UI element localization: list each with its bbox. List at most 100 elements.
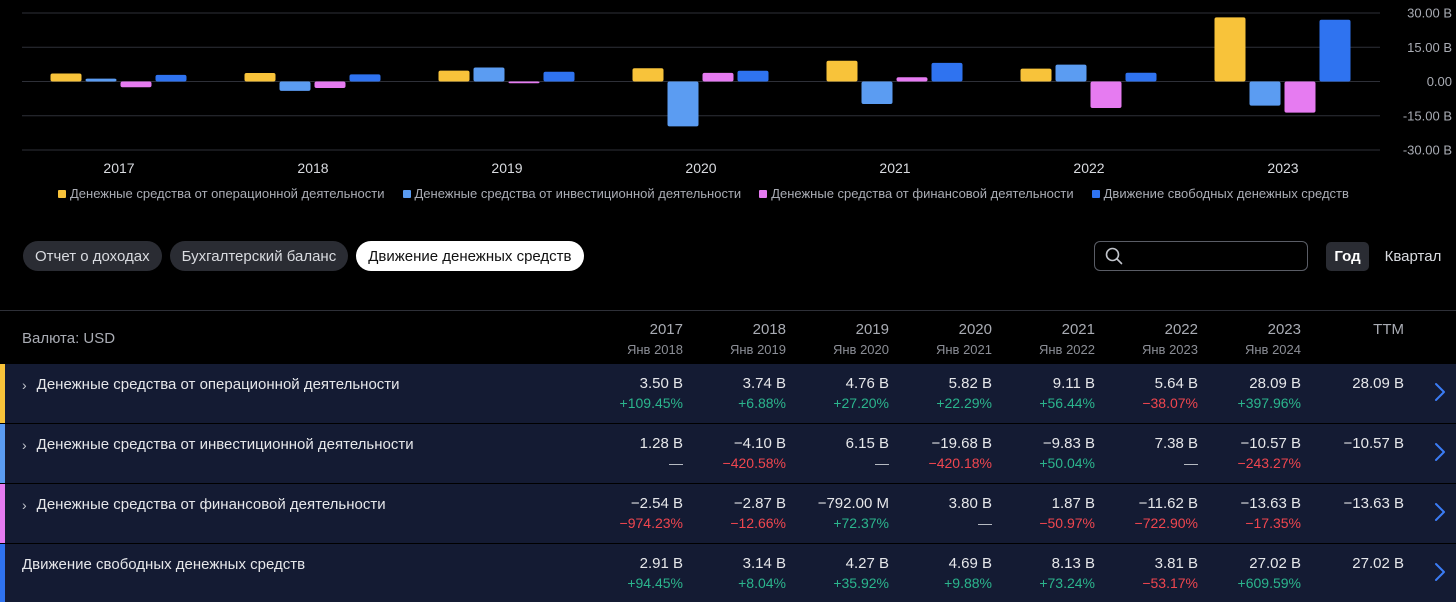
row-color-indicator — [0, 364, 5, 423]
table-cell: 5.64 B −38.07% — [1098, 375, 1198, 411]
cell-change: −38.07% — [1142, 395, 1198, 411]
cell-value: 8.13 B — [1051, 555, 1095, 572]
search-input[interactable] — [1131, 248, 1301, 264]
expand-chevron-icon[interactable]: › — [22, 496, 27, 513]
bar-financing-2021 — [896, 77, 928, 82]
bar-operating-2018 — [244, 72, 276, 82]
table-cell: 27.02 B — [1304, 555, 1404, 572]
legend-swatch-fcf — [1091, 189, 1100, 198]
legend-swatch-investing — [402, 189, 411, 198]
x-tick-label: 2018 — [297, 160, 328, 176]
column-header: 2017 Янв 2018 — [583, 311, 683, 357]
tab-balance-sheet[interactable]: Бухгалтерский баланс — [169, 241, 349, 271]
cell-value: −2.54 B — [630, 495, 683, 512]
period-quarter-button[interactable]: Квартал — [1384, 248, 1442, 265]
chevron-right-icon[interactable] — [1432, 382, 1448, 402]
legend-label-investing: Денежные средства от инвестиционной деят… — [414, 186, 742, 201]
cell-value: −792.00 M — [817, 495, 889, 512]
chevron-right-icon[interactable] — [1432, 502, 1448, 522]
y-tick-label: -15.00 B — [1403, 108, 1452, 123]
cell-value: 3.74 B — [742, 375, 786, 392]
cell-change: +609.59% — [1237, 575, 1301, 591]
cell-change: −243.27% — [1237, 455, 1301, 471]
cell-change: −53.17% — [1142, 575, 1198, 591]
table-cell: 3.14 B +8.04% — [686, 555, 786, 591]
bar-investing-2021 — [861, 81, 893, 104]
cell-value: 28.09 B — [1249, 375, 1301, 392]
column-year: 2017 — [649, 321, 683, 338]
table-cell: 3.74 B +6.88% — [686, 375, 786, 411]
cell-value: 1.87 B — [1051, 495, 1095, 512]
table-cell: 8.13 B +73.24% — [995, 555, 1095, 591]
legend-item-financing[interactable]: Денежные средства от финансовой деятельн… — [759, 186, 1074, 201]
divider — [0, 310, 1456, 311]
bar-investing-2022 — [1055, 64, 1087, 82]
legend-swatch-financing — [759, 189, 768, 198]
legend-item-investing[interactable]: Денежные средства от инвестиционной деят… — [402, 186, 742, 201]
column-date: Янв 2018 — [626, 342, 683, 357]
expand-chevron-icon[interactable]: › — [22, 436, 27, 453]
legend-item-operating[interactable]: Денежные средства от операционной деятел… — [58, 186, 385, 201]
table-cell: 28.09 B — [1304, 375, 1404, 392]
cell-value: 28.09 B — [1352, 375, 1404, 392]
cell-change: +35.92% — [833, 575, 889, 591]
expand-chevron-icon[interactable]: › — [22, 376, 27, 393]
cell-change: −50.97% — [1039, 515, 1095, 531]
bar-investing-2023 — [1249, 81, 1281, 106]
table-cell: 5.82 B +22.29% — [892, 375, 992, 411]
row-label-text: Движение свободных денежных средств — [22, 556, 306, 573]
column-year: 2021 — [1061, 321, 1095, 338]
table-row[interactable]: › Денежные средства от финансовой деятель… — [0, 484, 1456, 543]
legend-item-fcf[interactable]: Движение свободных денежных средств — [1091, 186, 1349, 201]
y-tick-label: 0.00 — [1427, 74, 1452, 89]
cell-value: −19.68 B — [931, 435, 992, 452]
table-row[interactable]: › Денежные средства от операционной деяте… — [0, 364, 1456, 423]
chevron-right-icon[interactable] — [1432, 562, 1448, 582]
table-cell: 7.38 B — — [1098, 435, 1198, 471]
column-year: 2023 — [1267, 321, 1301, 338]
chart-legend: Денежные средства от операционной деятел… — [58, 186, 1349, 201]
cell-change: −974.23% — [619, 515, 683, 531]
cell-change: +6.88% — [738, 395, 786, 411]
period-year-button[interactable]: Год — [1326, 242, 1369, 271]
column-header: 2022 Янв 2023 — [1098, 311, 1198, 357]
bar-operating-2020 — [632, 68, 664, 82]
table-cell: 4.69 B +9.88% — [892, 555, 992, 591]
x-tick-label: 2019 — [491, 160, 522, 176]
bar-fcf-2022 — [1125, 72, 1157, 82]
column-header: 2023 Янв 2024 — [1201, 311, 1301, 357]
cell-value: 9.11 B — [1052, 375, 1095, 392]
cell-value: 6.15 B — [845, 435, 889, 452]
cell-change: −722.90% — [1134, 515, 1198, 531]
cell-value: 7.38 B — [1154, 435, 1198, 452]
bar-investing-2019 — [473, 67, 505, 82]
row-color-indicator — [0, 424, 5, 483]
tab-cash-flow[interactable]: Движение денежных средств — [356, 241, 584, 271]
cell-value: 4.27 B — [845, 555, 889, 572]
table-row[interactable]: › Денежные средства от инвестиционной дея… — [0, 424, 1456, 483]
table-cell: 27.02 B +609.59% — [1201, 555, 1301, 591]
cell-value: 3.14 B — [742, 555, 786, 572]
cell-change: +72.37% — [833, 515, 889, 531]
search-box[interactable] — [1094, 241, 1308, 271]
bar-operating-2019 — [438, 70, 470, 82]
tab-income-statement[interactable]: Отчет о доходах — [23, 241, 162, 271]
cell-value: 1.28 B — [639, 435, 683, 452]
table-row[interactable]: Движение свободных денежных средств 2.91 … — [0, 544, 1456, 602]
x-tick-label: 2017 — [103, 160, 134, 176]
cell-change: — — [1184, 455, 1198, 471]
x-tick-label: 2020 — [685, 160, 716, 176]
bar-fcf-2023 — [1319, 19, 1351, 82]
y-tick-label: 15.00 B — [1407, 40, 1452, 55]
column-date: Янв 2023 — [1141, 342, 1198, 357]
chevron-right-icon[interactable] — [1432, 442, 1448, 462]
cell-value: 4.76 B — [845, 375, 889, 392]
cell-value: 5.64 B — [1154, 375, 1198, 392]
cell-change: +22.29% — [936, 395, 992, 411]
row-label: › Денежные средства от инвестиционной дея… — [22, 436, 414, 453]
bar-fcf-2021 — [931, 62, 963, 82]
bar-investing-2018 — [279, 81, 311, 91]
cell-change: −17.35% — [1245, 515, 1301, 531]
bar-operating-2022 — [1020, 68, 1052, 82]
row-label-text: Денежные средства от инвестиционной деят… — [36, 436, 414, 453]
